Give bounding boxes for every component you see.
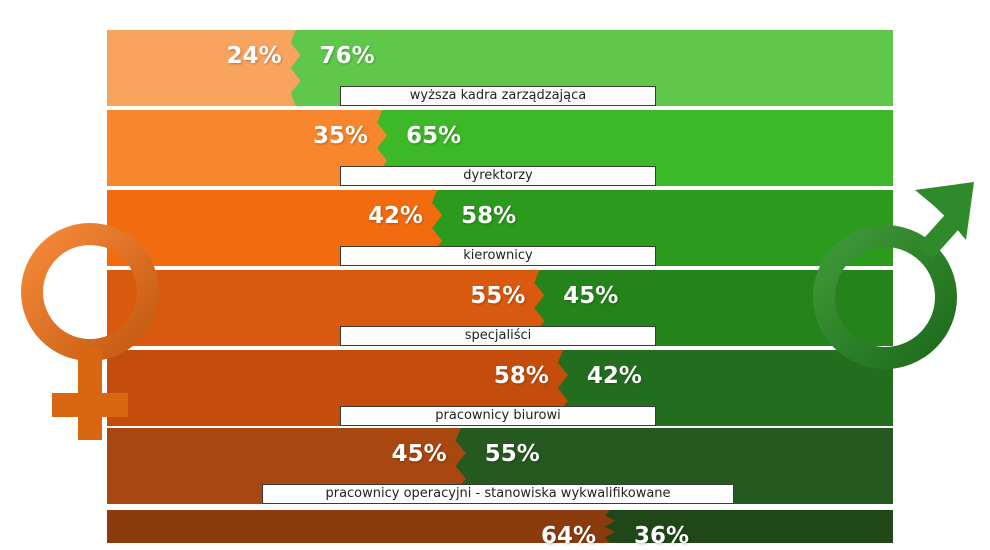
category-label: specjaliści — [340, 326, 656, 346]
male-percent-label: 45% — [563, 283, 619, 309]
female-percent-label: 35% — [313, 123, 369, 149]
category-label: pracownicy operacyjni - stanowiska wykwa… — [262, 484, 734, 504]
male-symbol-icon — [813, 182, 974, 369]
male-percent-label: 36% — [634, 523, 690, 549]
bar-female — [107, 30, 301, 106]
female-percent-label: 45% — [391, 441, 447, 467]
male-percent-label: 58% — [461, 203, 517, 229]
male-percent-label: 76% — [319, 43, 375, 69]
female-percent-label: 24% — [226, 43, 282, 69]
female-percent-label: 42% — [368, 203, 424, 229]
male-percent-label: 42% — [586, 363, 642, 389]
female-percent-label: 64% — [540, 523, 597, 549]
category-label: pracownicy biurowi — [340, 406, 656, 426]
female-percent-label: 58% — [493, 363, 549, 389]
female-percent-label: 55% — [470, 283, 526, 309]
male-percent-label: 55% — [484, 441, 540, 467]
bar-female — [107, 110, 388, 186]
category-label: kierownicy — [340, 246, 656, 266]
male-percent-label: 65% — [406, 123, 462, 149]
female-symbol-icon — [21, 223, 159, 440]
category-label: dyrektorzy — [340, 166, 656, 186]
category-label: wyższa kadra zarządzająca — [340, 86, 656, 106]
bar-female — [107, 510, 616, 543]
